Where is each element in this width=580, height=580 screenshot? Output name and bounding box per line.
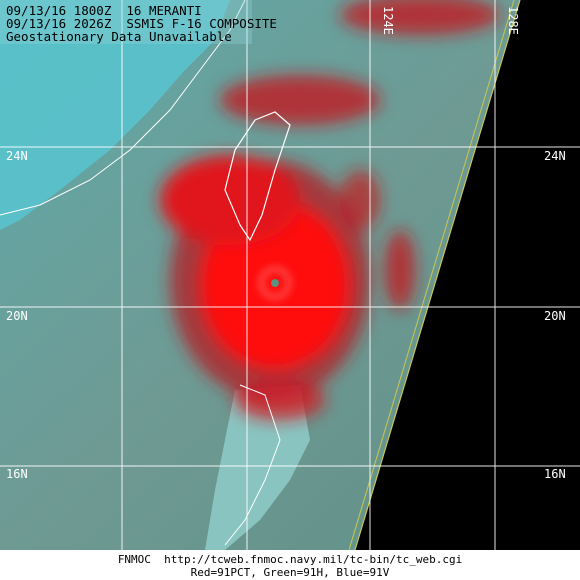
- lat-label: 20N: [6, 309, 28, 323]
- lat-label: 24N: [6, 149, 28, 163]
- lon-label: 124E: [381, 6, 395, 35]
- header-line: Geostationary Data Unavailable: [6, 29, 232, 44]
- lat-label: 24N: [544, 149, 566, 163]
- footer-source: FNMOC http://tcweb.fnmoc.navy.mil/tc-bin…: [118, 553, 462, 566]
- lat-label: 16N: [6, 467, 28, 481]
- footer-channels: Red=91PCT, Green=91H, Blue=91V: [191, 566, 390, 579]
- header-line: 09/13/16 2026Z SSMIS F-16 COMPOSITE: [6, 16, 277, 31]
- lat-label: 16N: [544, 467, 566, 481]
- lon-label: 128E: [506, 6, 520, 35]
- header-line: 09/13/16 1800Z 16 MERANTI: [6, 3, 202, 18]
- imagery: [0, 0, 580, 550]
- lat-label: 20N: [544, 309, 566, 323]
